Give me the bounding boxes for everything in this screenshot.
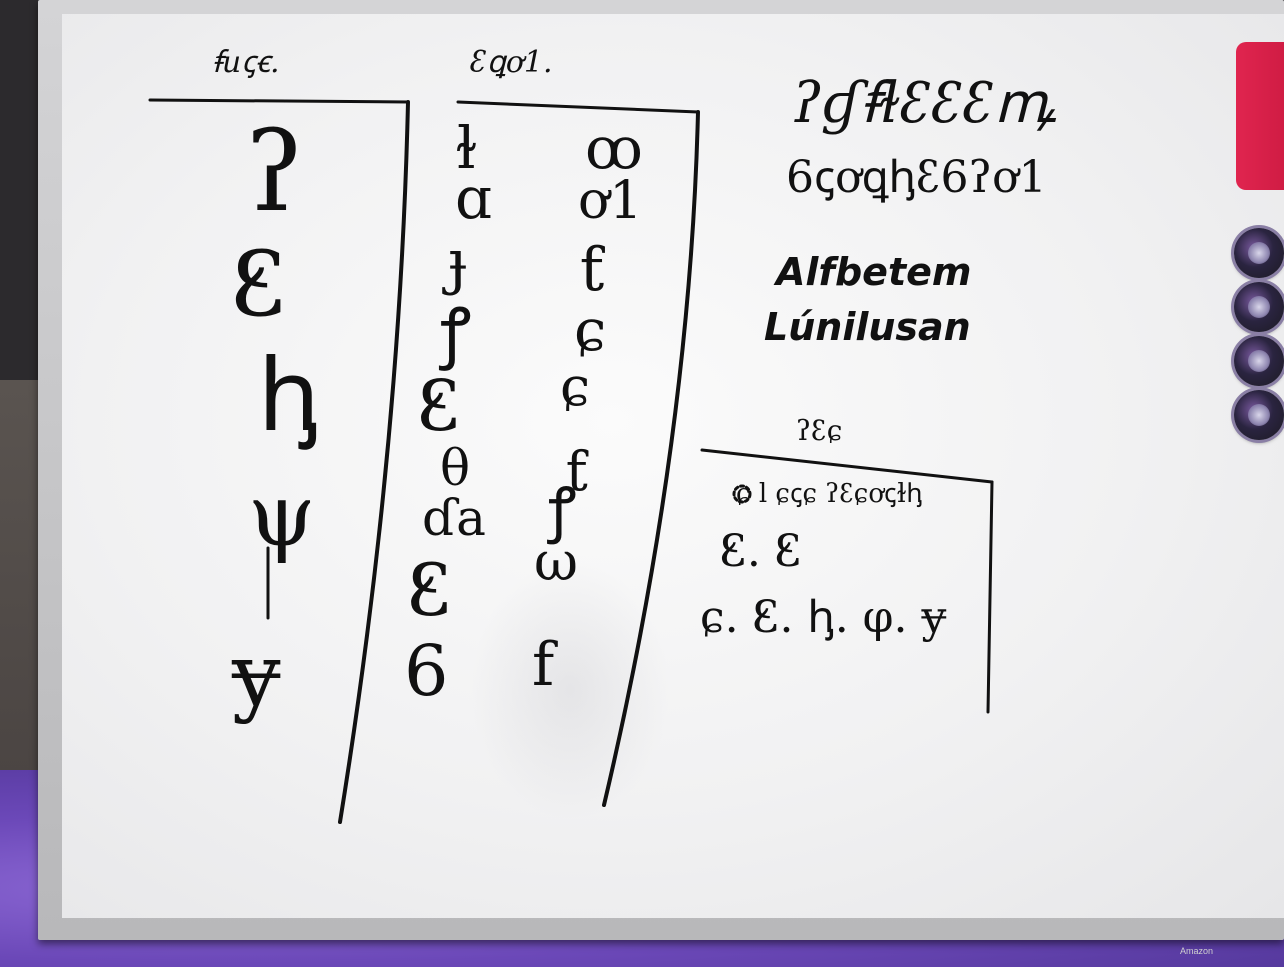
middle-glyph-left: 6 [404,630,449,712]
middle-column-header: ꜫꝗơ1. [469,45,553,80]
dotted-circle-icon [732,484,752,504]
left-glyph: Ꜫ [232,232,287,337]
right-box-row-1: ɕ ⅼ ɕꞔɕ ʔꜫɕơꞔɫꞕ [736,479,922,509]
left-glyph: ꞕ [258,337,320,454]
magnet-icon [1234,228,1284,278]
right-box-top-line [700,448,994,484]
middle-glyph-right: ɕ [574,296,606,364]
title-script-line-1: ʔɠꞙɫꜫꜫꜫꝳ [792,71,1056,136]
middle-table-top-line [456,100,700,114]
middle-table-divider [602,110,700,807]
left-table-divider [338,100,410,824]
magnet-icon [1234,390,1284,440]
middle-glyph-right: ꝭ [547,475,576,545]
right-box-right-line [986,480,994,714]
middle-glyph-left: ɗa [422,489,486,547]
middle-glyph-right: ꝏ [585,114,643,182]
middle-glyph-left: ɑ [455,164,492,232]
eraser-icon [1236,42,1284,190]
eraser-smudge [470,560,670,820]
right-box-row-2: Ꜫ. Ꜫ [720,526,802,577]
magnet-icon [1234,282,1284,332]
middle-glyph-left: ɫ [455,114,477,182]
title-latin-line-2: Lúnilusan [764,305,971,349]
left-glyph: ψ [248,466,315,566]
right-box-row-3: ɕ. Ꜫ. ꞕ. φ. ɏ [700,592,946,643]
left-table-top-line [148,98,410,104]
whiteboard-surface [62,14,1284,918]
middle-glyph-right: ƭ [566,440,589,503]
middle-glyph-right: f [532,630,558,700]
middle-glyph-right: ơ1 [578,171,642,231]
middle-glyph-right: ƭ [580,235,605,305]
left-glyph: ʔ [245,108,304,236]
middle-glyph-left: ɟ [442,227,467,297]
middle-glyph-left: Ꜫ [408,548,452,632]
middle-glyph-left: ꝭ [438,294,471,371]
middle-glyph-left: Ꜫ [418,365,461,447]
magnet-icon [1234,336,1284,386]
middle-glyph-right: ɕ [560,355,590,418]
left-column-header: ꞙuꞔꞓ. [212,45,280,80]
middle-glyph-right: ω [534,530,578,593]
title-latin-line-1: Alfbetem [773,250,971,294]
right-box-header: ʔꜫɕ [796,414,842,447]
left-glyph: ɏ [231,626,281,726]
middle-glyph-left: θ [440,439,470,497]
brand-label: Amazon [1180,946,1214,956]
title-script-line-2: 6ꞔơꝗꞕꜫ6ʔơ1 [786,152,1047,203]
